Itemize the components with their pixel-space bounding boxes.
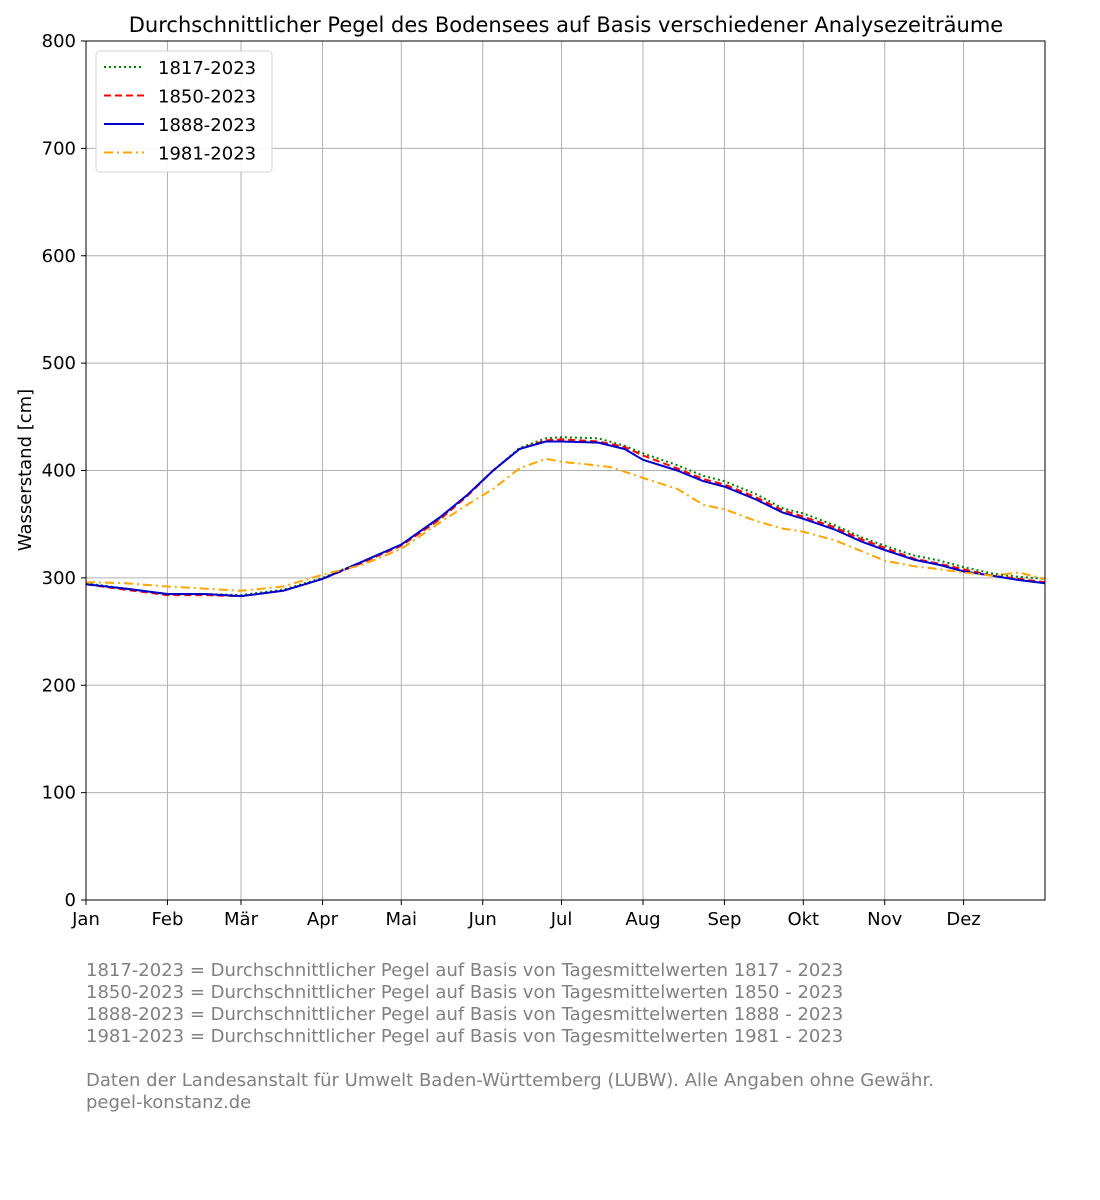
note-line: 1817-2023 = Durchschnittlicher Pegel auf… [86,960,844,981]
website-text: pegel-konstanz.de [86,1092,252,1113]
note-line: 1888-2023 = Durchschnittlicher Pegel auf… [86,1004,844,1025]
series-line-1817-2023 [85,436,1046,597]
note-line: 1850-2023 = Durchschnittlicher Pegel auf… [86,982,844,1003]
y-tick-label: 500 [42,353,76,374]
legend-label: 1817-2023 [158,58,256,79]
y-tick-label: 800 [42,31,76,52]
x-tick-label: Dez [946,909,980,930]
x-tick-label: Sep [707,909,741,930]
x-tick-label: Aug [625,909,660,930]
x-tick-label: Jun [468,909,497,930]
x-tick-label: Jan [71,909,100,930]
source-text: Daten der Landesanstalt für Umwelt Baden… [86,1070,934,1091]
y-tick-label: 400 [42,461,76,482]
y-tick-label: 200 [42,675,76,696]
x-tick-label: Nov [867,909,902,930]
y-tick-label: 300 [42,568,76,589]
series-notes: 1817-2023 = Durchschnittlicher Pegel auf… [86,960,843,1048]
x-tick-label: Mär [224,909,259,930]
y-tick-label: 100 [42,783,76,804]
x-tick-label: Jul [550,909,573,930]
axes: 0 100 200 300 400 500 600 700 800 Jan Feb Mär Apr Mai… [42,31,981,930]
chart-title: Durchschnittlicher Pegel des Bodensees a… [129,13,1003,37]
water-level-chart: Durchschnittlicher Pegel des Bodensees a… [15,13,1046,930]
series-line-1888-2023 [85,440,1046,598]
legend-label: 1850-2023 [158,87,256,108]
legend-label: 1888-2023 [158,115,256,136]
x-tick-label: Mai [386,909,418,930]
x-tick-label: Apr [307,909,339,930]
legend: 1817-2023 1850-2023 1888-2023 1981-2023 [95,50,273,173]
legend-box [95,50,273,173]
x-tick-label: Feb [152,909,184,930]
series-line-1981-2023 [85,457,1046,592]
note-line: 1981-2023 = Durchschnittlicher Pegel auf… [86,1026,844,1047]
y-tick-label: 600 [42,246,76,267]
source-footer: Daten der Landesanstalt für Umwelt Baden… [86,1070,934,1114]
y-tick-label: 700 [42,138,76,159]
y-axis-label: Wasserstand [cm] [15,389,36,551]
legend-label: 1981-2023 [158,144,256,165]
series-lines [85,436,1046,598]
y-tick-label: 0 [65,890,76,911]
grid [85,40,1045,901]
x-tick-label: Okt [787,909,819,930]
